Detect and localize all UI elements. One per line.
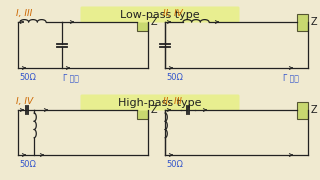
Text: Γ 起點: Γ 起點	[63, 73, 79, 82]
Text: I, IV: I, IV	[16, 97, 33, 106]
Text: Z: Z	[151, 105, 158, 115]
Text: Z: Z	[311, 105, 318, 115]
Text: 50Ω: 50Ω	[19, 160, 36, 169]
Text: II, III: II, III	[163, 97, 182, 106]
Bar	[297, 102, 308, 118]
FancyBboxPatch shape	[81, 94, 239, 111]
Text: Z: Z	[311, 17, 318, 27]
FancyBboxPatch shape	[81, 6, 239, 22]
Text: II, IV: II, IV	[163, 9, 183, 18]
Text: High-pass type: High-pass type	[118, 98, 202, 107]
Text: Low-pass type: Low-pass type	[120, 10, 200, 19]
Bar	[297, 14, 308, 30]
Text: Z: Z	[151, 17, 158, 27]
Text: I, III: I, III	[16, 9, 32, 18]
Text: 50Ω: 50Ω	[166, 160, 183, 169]
Bar	[137, 102, 148, 118]
Bar	[137, 14, 148, 30]
Text: 50Ω: 50Ω	[166, 73, 183, 82]
Text: Γ 起點: Γ 起點	[283, 73, 299, 82]
Text: 50Ω: 50Ω	[19, 73, 36, 82]
